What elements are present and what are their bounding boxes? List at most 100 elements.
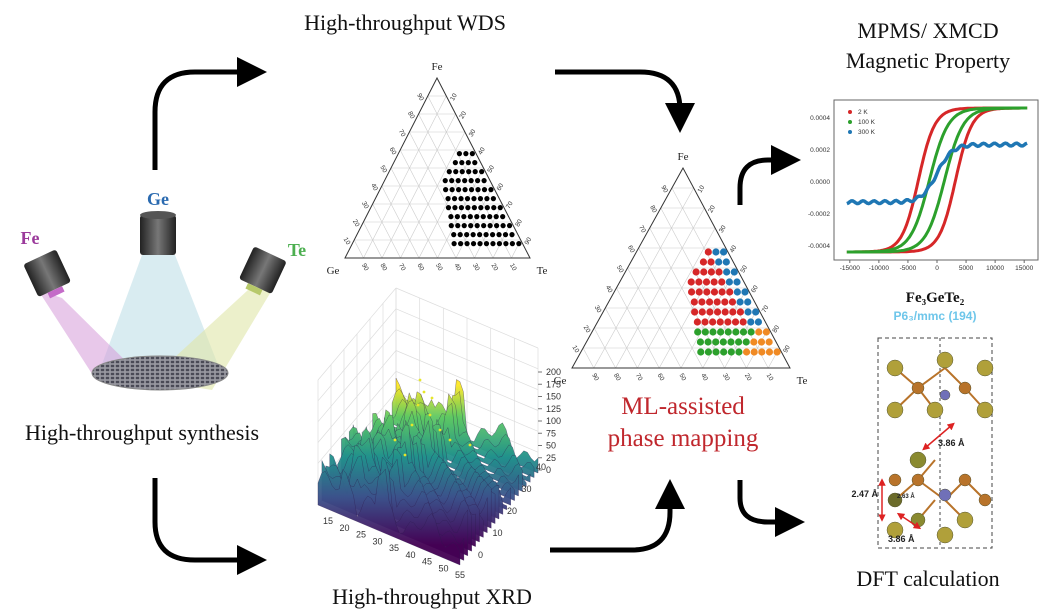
sample-dot	[488, 223, 493, 228]
tick-label: 30	[468, 128, 478, 138]
grid-line	[637, 228, 715, 368]
sample-dot	[732, 318, 739, 325]
sample-dot	[469, 178, 474, 183]
y-tick-label: 20	[507, 506, 517, 516]
x-tick-label: 0	[935, 265, 939, 272]
sample-dot	[448, 214, 453, 219]
tick-label: 50	[677, 372, 687, 382]
tick-label: 90	[360, 262, 370, 272]
y-tick-label: 40	[536, 462, 546, 472]
sample-dot	[691, 298, 698, 305]
camera	[23, 249, 71, 297]
x-tick-label: 35	[389, 543, 399, 553]
sample-dot	[452, 241, 457, 246]
y-tick-label: 10	[493, 528, 503, 538]
y-tick-label: -0.0002	[808, 211, 830, 218]
tick-label: 70	[637, 224, 647, 234]
sample-dot	[472, 205, 477, 210]
sample-dot	[445, 196, 450, 201]
sample-dot	[724, 318, 731, 325]
sample-dot	[497, 241, 502, 246]
x-tick-label: 30	[372, 536, 382, 546]
arrow	[740, 160, 786, 205]
sample-dot	[715, 258, 722, 265]
tick-label: 60	[750, 284, 760, 294]
sample-dot	[705, 248, 712, 255]
sample-dot	[485, 205, 490, 210]
sample-dot	[490, 241, 495, 246]
grid-line	[583, 348, 594, 368]
vertex-label: Fe	[432, 61, 443, 73]
tick-label: 90	[415, 92, 425, 102]
sample-dot	[456, 187, 461, 192]
page: { "synthesis": {"title": "High-throughpu…	[0, 0, 1040, 611]
tick-label: 70	[634, 372, 644, 382]
sample-dot	[701, 318, 708, 325]
sample-dot	[717, 328, 724, 335]
sample-dot	[729, 298, 736, 305]
sample-dot	[500, 214, 505, 219]
atom	[959, 382, 971, 394]
atom	[959, 474, 971, 486]
sample-dot	[475, 178, 480, 183]
sample-dot	[460, 169, 465, 174]
sample-dot	[466, 160, 471, 165]
sample-dot	[727, 338, 734, 345]
wds-title: High-throughput WDS	[304, 10, 506, 35]
tick-label: 30	[593, 304, 603, 314]
sample-dot	[700, 268, 707, 275]
sample-dot	[698, 298, 705, 305]
tick-label: 20	[351, 218, 361, 228]
sample-dot	[496, 232, 501, 237]
arrow	[550, 494, 670, 550]
sample-dot	[725, 328, 732, 335]
x-tick-label: 15000	[1015, 265, 1033, 272]
sample-dot	[483, 232, 488, 237]
sample-dot	[688, 288, 695, 295]
atom	[937, 352, 953, 368]
tick-label: 40	[699, 372, 709, 382]
grid-line	[364, 96, 447, 258]
sample-dot	[464, 241, 469, 246]
vertex-label: Ge	[327, 265, 340, 277]
tick-label: 10	[508, 262, 518, 272]
sample-dot	[469, 187, 474, 192]
sample-dot	[744, 308, 751, 315]
distance-label: 3.86 Å	[888, 534, 915, 544]
camera	[239, 246, 287, 294]
sample-dot	[714, 298, 721, 305]
atom	[939, 489, 951, 501]
sample-dot	[703, 288, 710, 295]
sample-dot	[743, 338, 750, 345]
sample-dot	[747, 318, 754, 325]
dft-title: DFT calculation	[856, 566, 999, 591]
sample-dot	[491, 196, 496, 201]
peak-dot	[429, 414, 432, 417]
sample-dot	[468, 214, 473, 219]
sample-dot	[699, 308, 706, 315]
x-tick-label: 45	[422, 557, 432, 567]
z-tick-label: 50	[546, 441, 556, 451]
sample-dot	[697, 338, 704, 345]
peak-dot	[439, 429, 442, 432]
x-tick-label: 5000	[959, 265, 974, 272]
sample-dot	[691, 308, 698, 315]
tick-label: 10	[571, 344, 581, 354]
arrow	[155, 478, 252, 560]
sample-dot	[728, 348, 735, 355]
sample-dot	[743, 348, 750, 355]
y-tick-label: 0.0000	[810, 179, 830, 186]
tick-label: 30	[471, 262, 481, 272]
distance-label: 2.47 Å	[851, 489, 878, 499]
sample-dot	[459, 160, 464, 165]
tick-label: 90	[524, 236, 534, 246]
sample-dot	[720, 248, 727, 255]
sample-dot	[477, 241, 482, 246]
z-tick-label: 150	[546, 392, 561, 402]
sample-dot	[481, 214, 486, 219]
tick-label: 20	[743, 372, 753, 382]
sample-dot	[462, 187, 467, 192]
tick-label: 10	[697, 184, 707, 194]
x-tick-label: 55	[455, 570, 465, 580]
grid-line	[401, 132, 465, 258]
